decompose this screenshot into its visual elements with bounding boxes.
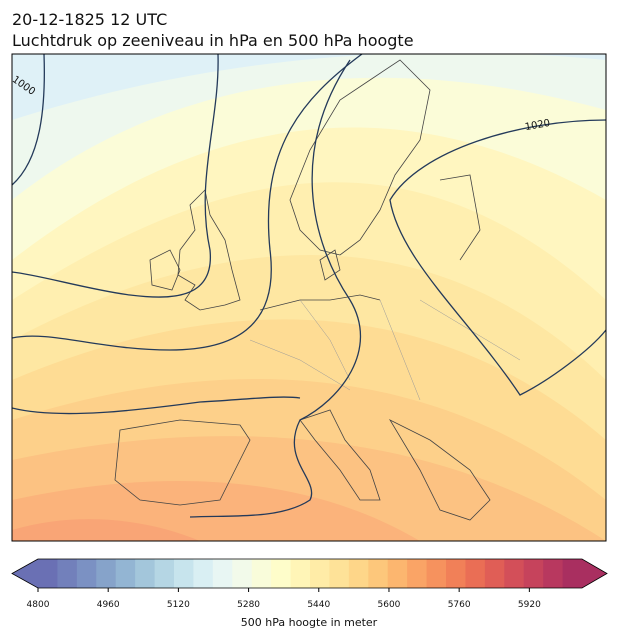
colorbar-cell <box>348 559 369 588</box>
title: 20-12-1825 12 UTC <box>12 10 167 29</box>
colorbar-cell <box>484 559 505 588</box>
colorbar-cell <box>446 559 466 588</box>
colorbar-cell <box>135 559 156 588</box>
colorbar-tick-label: 5760 <box>448 600 471 610</box>
colorbar-cell <box>96 559 117 588</box>
colorbar-cell <box>271 559 292 588</box>
colorbar-cell <box>426 559 447 588</box>
colorbar-tick-label: 5920 <box>518 600 541 610</box>
colorbar-cell <box>465 559 486 588</box>
colorbar-cell <box>174 559 194 588</box>
colorbar-cell <box>76 559 97 588</box>
colorbar-cell <box>562 559 583 588</box>
colorbar-cell <box>329 559 350 588</box>
colorbar-cell <box>57 559 78 588</box>
colorbar-cell <box>154 559 175 588</box>
colorbar-cell <box>251 559 272 588</box>
colorbar-cell <box>38 559 58 588</box>
colorbar-cell <box>290 559 311 588</box>
colorbar-label: 500 hPa hoogte in meter <box>241 616 378 629</box>
colorbar-cell <box>310 559 330 588</box>
colorbar-cell <box>543 559 564 588</box>
colorbar-tick-label: 5600 <box>378 600 401 610</box>
colorbar-tick-label: 5280 <box>237 600 260 610</box>
colorbar-cell <box>193 559 214 588</box>
colorbar-cell <box>232 559 253 588</box>
colorbar: 4800 4960 5120 5280 5440 5600 5760 5920 <box>11 558 608 610</box>
colorbar-cell <box>407 559 428 588</box>
colorbar-tick-label: 5440 <box>307 600 330 610</box>
colorbar-outline <box>11 558 608 589</box>
colorbar-tick-label: 4960 <box>97 600 120 610</box>
colorbar-cell <box>115 559 136 588</box>
subtitle: Luchtdruk op zeeniveau in hPa en 500 hPa… <box>12 31 414 50</box>
colorbar-cell <box>368 559 389 588</box>
colorbar-tick-label: 4800 <box>27 600 50 610</box>
colorbar-cell <box>504 559 525 588</box>
map <box>12 54 606 541</box>
contour-label: 1020 <box>524 118 551 133</box>
colorbar-cell <box>523 559 544 588</box>
colorbar-tick-label: 5120 <box>167 600 190 610</box>
colorbar-extend-low <box>12 559 38 588</box>
colorbar-cell <box>387 559 408 588</box>
colorbar-extend-high <box>582 559 607 588</box>
map-frame <box>11 53 607 542</box>
colorbar-cell <box>212 559 233 588</box>
